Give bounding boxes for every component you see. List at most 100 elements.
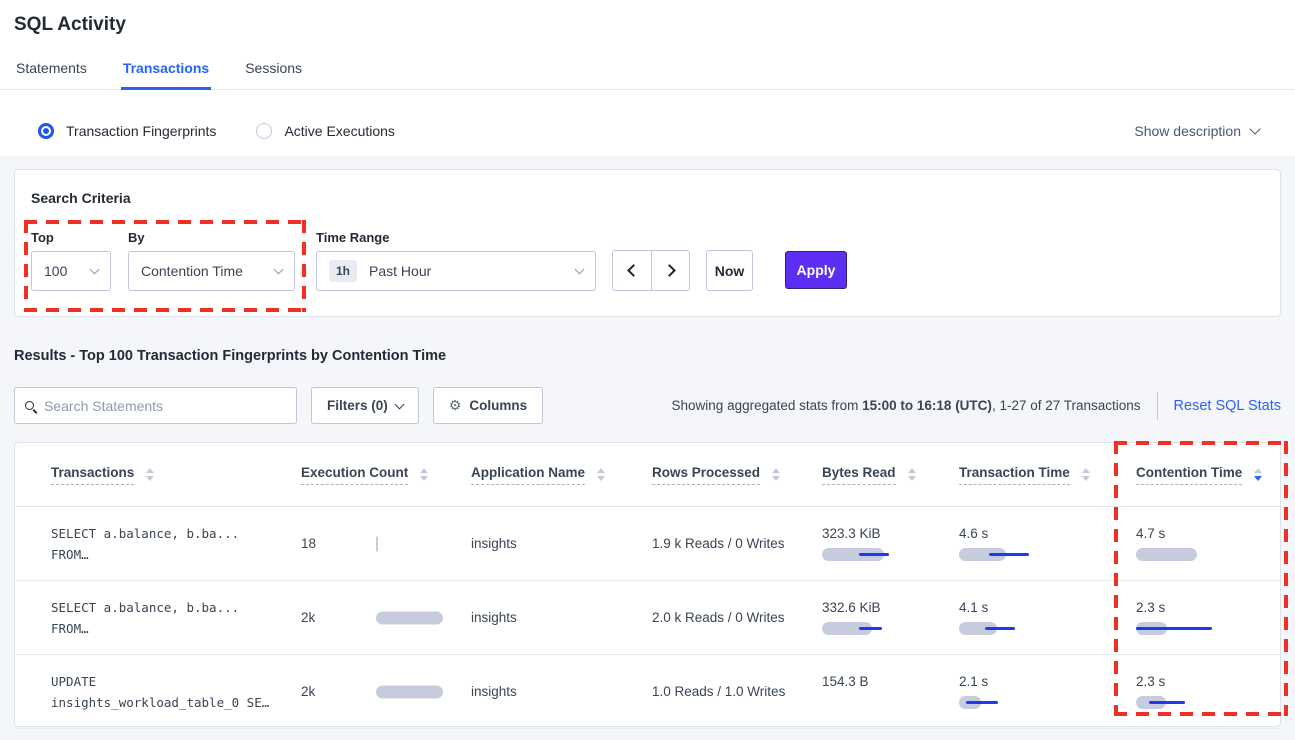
bytes-read-cell: 154.3 B xyxy=(822,674,959,709)
rows-processed-cell: 2.0 k Reads / 0 Writes xyxy=(652,610,785,625)
sort-icon[interactable] xyxy=(907,468,916,481)
aggregated-stats-text: Showing aggregated stats from 15:00 to 1… xyxy=(671,398,1141,413)
chevron-down-icon xyxy=(89,264,100,274)
transaction-time-cell: 4.6 s xyxy=(959,526,1136,561)
table-row[interactable]: UPDATE insights_workload_table_0 SE… 2k … xyxy=(15,655,1280,729)
top-by-group: Top 100 By Contention Time xyxy=(24,220,306,312)
transaction-time-cell: 4.1 s xyxy=(959,600,1136,635)
application-name-cell: insights xyxy=(471,684,517,699)
columns-button[interactable]: ⚙ Columns xyxy=(432,387,544,424)
chevron-down-icon xyxy=(1249,122,1261,135)
tabs-bar: Statements Transactions Sessions xyxy=(0,60,1295,90)
results-table: Transactions Execution Count Application… xyxy=(14,441,1288,729)
next-time-button[interactable] xyxy=(651,251,689,290)
transaction-fingerprint-link[interactable]: SELECT a.balance, b.ba... FROM… xyxy=(51,599,240,636)
page-title: SQL Activity xyxy=(14,14,126,35)
chevron-down-icon xyxy=(273,264,284,274)
previous-time-button[interactable] xyxy=(613,251,651,290)
transaction-fingerprint-link[interactable]: UPDATE insights_workload_table_0 SE… xyxy=(51,673,270,710)
application-name-cell: insights xyxy=(471,536,517,551)
search-criteria-card: Search Criteria Top 100 By Contention Ti… xyxy=(14,169,1281,317)
view-toggle-strip: Transaction Fingerprints Active Executio… xyxy=(0,105,1295,156)
table-row[interactable]: SELECT a.balance, b.ba... FROM… 18 insig… xyxy=(15,507,1280,581)
column-header-transactions[interactable]: Transactions xyxy=(51,465,301,485)
time-range-value: Past Hour xyxy=(369,263,432,279)
sort-icon[interactable] xyxy=(146,468,155,481)
rows-processed-cell: 1.9 k Reads / 0 Writes xyxy=(652,536,785,551)
results-heading: Results - Top 100 Transaction Fingerprin… xyxy=(14,348,447,364)
columns-label: Columns xyxy=(469,398,528,413)
chevron-right-icon xyxy=(662,264,676,277)
transaction-time-cell: 2.1 s xyxy=(959,674,1136,709)
by-field: By Contention Time xyxy=(128,230,295,291)
transaction-time-bar xyxy=(959,622,1059,635)
content-area: Transaction Fingerprints Active Executio… xyxy=(0,105,1295,740)
execution-count-cell: 18 xyxy=(301,507,471,580)
now-button[interactable]: Now xyxy=(706,250,753,291)
radio-label: Active Executions xyxy=(284,122,395,139)
chevron-down-icon xyxy=(574,264,585,274)
tab-transactions[interactable]: Transactions xyxy=(120,60,212,90)
sort-icon[interactable] xyxy=(772,468,781,481)
column-header-rows-processed[interactable]: Rows Processed xyxy=(652,465,822,485)
sort-icon[interactable] xyxy=(1081,468,1090,481)
contention-time-bar xyxy=(1136,548,1236,561)
search-input[interactable] xyxy=(44,397,286,414)
application-name-cell: insights xyxy=(471,610,517,625)
rows-processed-cell: 1.0 Reads / 1.0 Writes xyxy=(652,684,786,699)
bytes-read-bar xyxy=(822,622,922,635)
sort-icon[interactable] xyxy=(597,468,606,481)
top-field: Top 100 xyxy=(31,230,111,291)
by-label: By xyxy=(128,230,145,245)
column-header-contention-time[interactable]: Contention Time xyxy=(1136,465,1282,485)
contention-time-bar xyxy=(1136,622,1236,635)
column-header-transaction-time[interactable]: Transaction Time xyxy=(959,465,1136,485)
column-header-execution-count[interactable]: Execution Count xyxy=(301,465,471,485)
time-range-select[interactable]: 1h Past Hour xyxy=(316,251,596,291)
by-select-value: Contention Time xyxy=(141,263,243,279)
chevron-left-icon xyxy=(627,264,640,277)
sort-icon-active-desc[interactable] xyxy=(1254,468,1263,481)
radio-transaction-fingerprints[interactable]: Transaction Fingerprints xyxy=(38,122,216,139)
apply-button[interactable]: Apply xyxy=(785,251,847,289)
bytes-read-bar xyxy=(822,548,922,561)
radio-selected-icon[interactable] xyxy=(38,122,54,139)
top-label: Top xyxy=(31,230,54,245)
search-box[interactable] xyxy=(14,387,297,424)
search-criteria-heading: Search Criteria xyxy=(31,190,131,206)
transaction-time-bar xyxy=(959,696,1059,709)
sort-icon[interactable] xyxy=(420,468,429,481)
column-header-application-name[interactable]: Application Name xyxy=(471,465,652,485)
transaction-fingerprint-link[interactable]: SELECT a.balance, b.ba... FROM… xyxy=(51,525,240,562)
radio-active-executions[interactable]: Active Executions xyxy=(256,122,395,139)
tab-statements[interactable]: Statements xyxy=(16,60,87,76)
execution-count-cell: 2k xyxy=(301,581,471,654)
toolbar-divider xyxy=(1156,391,1158,420)
show-description-toggle[interactable]: Show description xyxy=(1134,122,1261,139)
bytes-read-bar xyxy=(822,696,922,709)
contention-time-cell: 2.3 s xyxy=(1136,600,1282,635)
contention-time-bar xyxy=(1136,696,1236,709)
results-toolbar: Filters (0) ⚙ Columns Showing aggregated… xyxy=(14,387,1281,424)
radio-unselected-icon[interactable] xyxy=(256,122,273,139)
execution-count-cell: 2k xyxy=(301,655,471,728)
execution-count-bar xyxy=(376,611,443,624)
bytes-read-cell: 323.3 KiB xyxy=(822,526,959,561)
page-header: SQL Activity xyxy=(0,0,1295,36)
time-nav-group xyxy=(612,250,690,291)
tab-sessions[interactable]: Sessions xyxy=(245,60,303,76)
bytes-read-cell: 332.6 KiB xyxy=(822,600,959,635)
table-row[interactable]: SELECT a.balance, b.ba... FROM… 2k insig… xyxy=(15,581,1280,655)
contention-time-cell: 2.3 s xyxy=(1136,674,1282,709)
top-select[interactable]: 100 xyxy=(31,251,111,291)
filters-button[interactable]: Filters (0) xyxy=(311,387,419,424)
reset-sql-stats-link[interactable]: Reset SQL Stats xyxy=(1173,397,1281,414)
execution-count-bar xyxy=(376,536,378,551)
search-icon xyxy=(25,401,34,410)
filters-label: Filters (0) xyxy=(327,398,388,413)
time-range-badge: 1h xyxy=(329,260,358,282)
top-select-value: 100 xyxy=(44,263,68,279)
by-select[interactable]: Contention Time xyxy=(128,251,295,291)
column-header-bytes-read[interactable]: Bytes Read xyxy=(822,465,959,485)
time-range-label: Time Range xyxy=(316,230,390,245)
